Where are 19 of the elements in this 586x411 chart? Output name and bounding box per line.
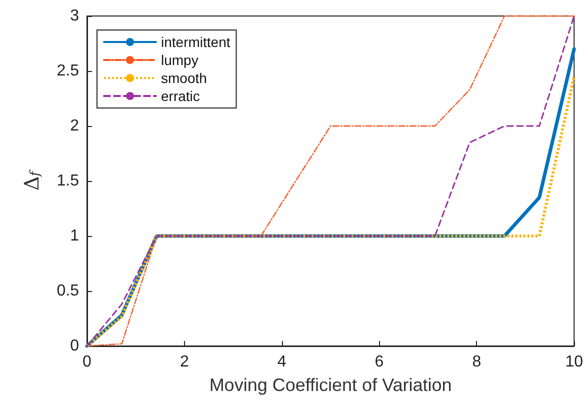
x-tick-label: 0	[82, 354, 92, 370]
y-tick-label: 2	[70, 118, 80, 134]
y-axis-title: Δf	[20, 169, 44, 191]
y-tick-label: 3	[70, 8, 80, 24]
legend-label: lumpy	[161, 52, 198, 68]
y-tick-label: 2.5	[56, 62, 80, 80]
x-tick-label: 8	[472, 354, 482, 370]
y-tick-label: 0.5	[56, 282, 80, 300]
legend-label: erratic	[161, 88, 200, 104]
x-axis-title: Moving Coefficient of Variation	[209, 375, 452, 395]
x-tick-label: 2	[180, 354, 189, 370]
y-tick-label: 0	[70, 338, 80, 354]
y-tick-label: 1	[70, 228, 80, 244]
y-tick-label: 1.5	[56, 172, 80, 190]
x-tick-label: 4	[277, 354, 286, 370]
legend-label: intermittent	[161, 34, 230, 50]
x-tick-label: 6	[374, 354, 384, 370]
x-tick-label: 10	[565, 354, 584, 370]
legend-label: smooth	[161, 70, 207, 86]
